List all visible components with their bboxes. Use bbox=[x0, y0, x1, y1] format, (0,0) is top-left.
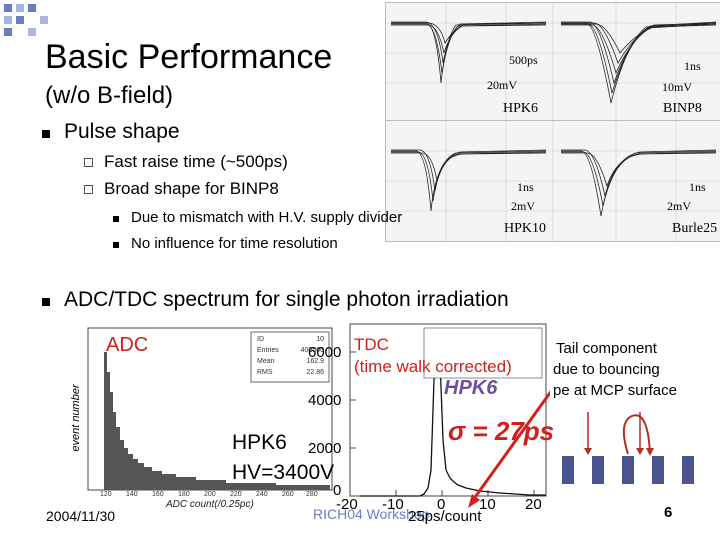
scope-volt-label: 2mV bbox=[667, 199, 691, 213]
adc-xtick: 160 bbox=[152, 491, 164, 498]
scope-volt-label: 20mV bbox=[487, 78, 517, 92]
device-info: HPK6 HV=3400V bbox=[232, 428, 334, 488]
adc-stat-value: 22.86 bbox=[306, 369, 324, 376]
device-name: HPK6 bbox=[232, 431, 287, 454]
bullet-square-icon bbox=[113, 242, 119, 248]
tdc-xtick: 10 bbox=[479, 496, 496, 513]
slide-subtitle: (w/o B-field) bbox=[45, 82, 174, 109]
tdc-xunit: 25ps/count bbox=[408, 508, 482, 525]
tdc-xtick: -10 bbox=[382, 496, 404, 513]
adc-xtick: 280 bbox=[306, 491, 318, 498]
slide-title: Basic Performance bbox=[45, 38, 333, 76]
tdc-arrow-head bbox=[468, 494, 480, 508]
tdc-label-line1: TDC bbox=[354, 335, 389, 354]
waveform-top bbox=[386, 3, 720, 121]
adc-stat-key: Entries bbox=[257, 347, 279, 354]
tdc-label: TDC (time walk corrected) bbox=[354, 334, 512, 378]
scope-device-name: BINP8 bbox=[663, 101, 702, 116]
tail-note-line: pe at MCP surface bbox=[553, 382, 677, 399]
scope-device-name: Burle25 bbox=[672, 221, 718, 236]
tail-note: Tail component due to bouncing pe at MCP… bbox=[553, 338, 677, 401]
adc-stat-key: RMS bbox=[257, 369, 273, 376]
adc-xtick: 220 bbox=[230, 491, 242, 498]
adc-stat-key: Mean bbox=[257, 358, 275, 365]
scope-time-label: 1ns bbox=[517, 180, 534, 194]
scope-time-label: 1ns bbox=[689, 180, 706, 194]
tdc-xtick: -20 bbox=[336, 496, 358, 513]
scope-device-name: HPK10 bbox=[504, 221, 547, 236]
tdc-ytick: 4000 bbox=[308, 392, 342, 409]
bullet-pulse-shape: Pulse shape bbox=[64, 120, 180, 143]
tail-note-line: Tail component bbox=[556, 340, 657, 357]
tail-note-line: due to bouncing bbox=[553, 361, 660, 378]
adc-xtick: 180 bbox=[178, 491, 190, 498]
scope-panel-bottom: 1ns 2mV HPK10 1ns 2mV Burle25 bbox=[385, 120, 720, 242]
adc-xtick: 260 bbox=[282, 491, 294, 498]
tdc-plot: 6000 4000 2000 0 -20 -10 0 10 20 HPK6 bbox=[300, 320, 550, 530]
tdc-histogram bbox=[349, 323, 550, 508]
scope-device-name: HPK6 bbox=[503, 101, 539, 116]
footer-event: RICH04 Workshop bbox=[313, 506, 430, 522]
adc-xtick: 120 bbox=[100, 491, 112, 498]
adc-yaxis-label-wrap: event number bbox=[66, 362, 82, 472]
tdc-xtick: 20 bbox=[525, 496, 542, 513]
tdc-xtick: 0 bbox=[437, 496, 446, 513]
adc-xtick: 240 bbox=[256, 491, 268, 498]
adc-xtick: 200 bbox=[204, 491, 216, 498]
adc-stat-key: ID bbox=[257, 336, 264, 343]
adc-stat-value: 162.9 bbox=[306, 358, 324, 365]
footer-date: 2004/11/30 bbox=[46, 508, 116, 524]
adc-xtick: 140 bbox=[126, 491, 138, 498]
sigma-label: σ = 27ps bbox=[448, 416, 555, 446]
page-number: 6 bbox=[664, 504, 673, 521]
scope-panel-top: 500ps 20mV HPK6 1ns 10mV BINP8 bbox=[385, 2, 720, 122]
tdc-ytick: 6000 bbox=[308, 344, 342, 361]
adc-stats-keys: ID Entries Mean RMS bbox=[257, 334, 279, 378]
hollow-square-icon bbox=[84, 158, 93, 167]
adc-plot: event number ADC ID Entries Mean RMS 10 … bbox=[66, 322, 336, 510]
tdc-ytick: 0 bbox=[333, 482, 342, 499]
waveform-bottom bbox=[386, 121, 720, 241]
adc-histogram bbox=[87, 327, 333, 491]
hollow-square-icon bbox=[84, 185, 93, 194]
bullet-square-icon bbox=[42, 130, 50, 138]
bullet-adc-tdc: ADC/TDC spectrum for single photon irrad… bbox=[64, 288, 509, 311]
adc-label: ADC bbox=[106, 334, 148, 357]
scope-time-label: 500ps bbox=[509, 53, 538, 67]
sub-sub-bullet: Due to mismatch with H.V. supply divider bbox=[131, 209, 403, 226]
sub-bullet: Broad shape for BINP8 bbox=[104, 179, 279, 198]
adc-stats-values: 10 400000 162.9 22.86 bbox=[290, 334, 324, 378]
adc-xaxis-label: ADC count(/0.25pc) bbox=[166, 499, 254, 510]
corner-decoration bbox=[4, 4, 48, 36]
sub-sub-bullet: No influence for time resolution bbox=[131, 235, 338, 252]
tdc-arrow-line bbox=[471, 390, 550, 501]
sub-bullet: Fast raise time (~500ps) bbox=[104, 152, 288, 171]
scope-time-label: 1ns bbox=[684, 59, 701, 73]
tdc-label-line2: (time walk corrected) bbox=[354, 357, 512, 376]
adc-label-text: ADC bbox=[106, 334, 149, 356]
scope-volt-label: 2mV bbox=[511, 199, 535, 213]
device-hv: HV=3400V bbox=[232, 461, 335, 484]
adc-yaxis-label: event number bbox=[70, 384, 82, 452]
adc-stat-value: 10 bbox=[316, 336, 324, 343]
adc-stat-value: 400000 bbox=[300, 347, 324, 354]
tdc-ytick: 2000 bbox=[308, 440, 342, 457]
tdc-device-label: HPK6 bbox=[444, 377, 498, 399]
mcp-bounce-diagram bbox=[562, 412, 694, 484]
scope-volt-label: 10mV bbox=[662, 80, 692, 94]
bullet-square-icon bbox=[113, 216, 119, 222]
bullet-square-icon bbox=[42, 298, 50, 306]
